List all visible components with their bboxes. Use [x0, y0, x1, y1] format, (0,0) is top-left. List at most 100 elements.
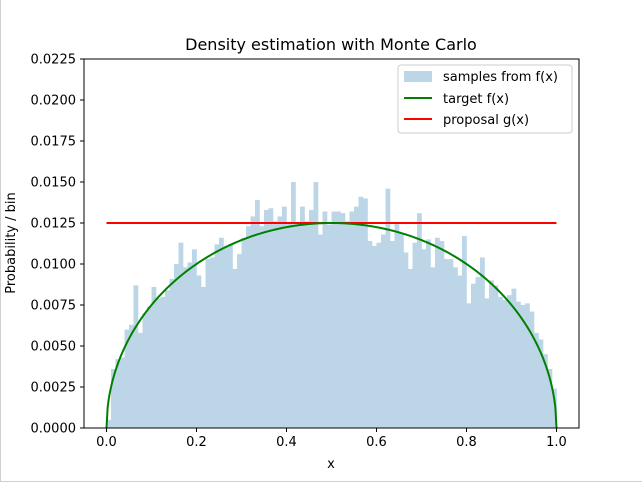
- histogram-bar: [309, 209, 314, 428]
- histogram-bar: [300, 206, 305, 428]
- histogram-bar: [439, 241, 445, 428]
- histogram-bar: [205, 259, 211, 428]
- histogram-bar: [529, 311, 535, 428]
- x-tick-label: 0.4: [276, 435, 297, 450]
- histogram-bar: [147, 306, 152, 428]
- histogram-bar: [129, 324, 134, 428]
- histogram-bar: [534, 332, 539, 428]
- legend: samples from f(x) target f(x) proposal g…: [397, 64, 573, 134]
- histogram-bar: [174, 264, 179, 428]
- histogram-bar: [286, 223, 292, 428]
- x-axis-ticks: 0.0 0.2 0.4 0.6 0.8 1.0: [96, 428, 567, 450]
- histogram-bar: [471, 283, 476, 428]
- histogram-bar: [241, 237, 247, 428]
- histogram-bar: [376, 242, 382, 428]
- histogram-bars: [106, 182, 557, 428]
- histogram-bar: [268, 208, 274, 428]
- y-tick-label: 0.0225: [31, 53, 77, 68]
- histogram-bar: [246, 226, 251, 428]
- histogram-bar: [507, 295, 512, 428]
- histogram-bar: [372, 245, 377, 428]
- histogram-bar: [264, 209, 269, 428]
- x-tick-label: 1.0: [546, 435, 567, 450]
- histogram-bar: [304, 221, 310, 428]
- x-tick-label: 0.2: [186, 435, 207, 450]
- x-tick-label: 0.8: [456, 435, 477, 450]
- histogram-bar: [336, 211, 341, 428]
- target-curve: [105, 222, 558, 429]
- histogram-bar: [318, 234, 323, 428]
- histogram-bar: [538, 339, 544, 428]
- histogram-bar: [115, 359, 121, 428]
- histogram-bar: [498, 296, 503, 428]
- y-tick-label: 0.0050: [31, 340, 77, 355]
- histogram-bar: [133, 285, 139, 428]
- histogram-bar: [493, 285, 499, 428]
- histogram-bar: [345, 221, 350, 428]
- y-tick-label: 0.0125: [31, 217, 77, 232]
- histogram-bar: [223, 245, 229, 428]
- histogram-bar: [358, 196, 364, 428]
- histogram-bar: [201, 286, 206, 428]
- histogram-bar: [462, 236, 467, 428]
- histogram-bar: [408, 268, 413, 428]
- histogram-bar: [156, 298, 161, 428]
- histogram-bar: [543, 354, 548, 428]
- histogram-bar: [237, 254, 242, 428]
- histogram-bar: [178, 242, 184, 428]
- histogram-bar: [295, 223, 301, 428]
- histogram-bar: [525, 303, 530, 428]
- histogram-bar: [232, 268, 238, 428]
- histogram-bar: [273, 221, 278, 428]
- histogram-bar: [367, 241, 373, 428]
- histogram-bar: [453, 267, 458, 428]
- histogram-bar: [165, 290, 170, 428]
- legend-box: [397, 64, 573, 134]
- histogram-bar: [142, 313, 148, 428]
- histogram-bar: [120, 357, 125, 428]
- histogram-bar: [282, 206, 287, 428]
- histogram-bar: [111, 368, 116, 428]
- histogram-bar: [385, 188, 391, 428]
- histogram-bar: [516, 301, 521, 428]
- histogram-bar: [412, 242, 418, 428]
- histogram-bar: [340, 213, 346, 428]
- histogram-bar: [511, 288, 517, 428]
- histogram-bar: [448, 259, 454, 428]
- x-tick-label: 0.6: [366, 435, 387, 450]
- histogram-bar: [196, 275, 202, 428]
- chart-title: Density estimation with Monte Carlo: [185, 35, 477, 54]
- histogram-bar: [426, 239, 431, 428]
- y-tick-label: 0.0025: [31, 381, 77, 396]
- histogram-bar: [255, 200, 260, 428]
- histogram-bar: [403, 252, 409, 428]
- histogram-bar: [475, 277, 481, 428]
- legend-swatch-samples: [404, 71, 432, 82]
- histogram-bar: [187, 262, 193, 428]
- histogram-bar: [277, 216, 283, 428]
- histogram-bar: [313, 182, 319, 428]
- histogram-bar: [502, 300, 508, 428]
- legend-label-samples: samples from f(x): [443, 70, 558, 85]
- histogram-bar: [552, 388, 557, 428]
- y-tick-label: 0.0075: [31, 299, 77, 314]
- histogram-bar: [331, 211, 337, 428]
- histogram-bar: [480, 257, 485, 428]
- y-tick-label: 0.0000: [31, 422, 77, 437]
- histogram-bar: [259, 226, 265, 428]
- histogram-bar: [219, 237, 224, 428]
- legend-label-target: target f(x): [443, 92, 509, 107]
- histogram-bar: [291, 182, 296, 428]
- histogram-bar: [466, 303, 472, 428]
- histogram-bar: [210, 257, 215, 428]
- histogram-bar: [349, 211, 355, 428]
- histogram-bar: [192, 249, 197, 428]
- histogram-bar: [214, 244, 220, 428]
- y-axis-label: Probability / bin: [4, 192, 19, 293]
- histogram-bar: [106, 419, 112, 428]
- histogram-bar: [520, 305, 526, 428]
- histogram-bar: [484, 298, 490, 428]
- histogram-bar: [394, 223, 400, 428]
